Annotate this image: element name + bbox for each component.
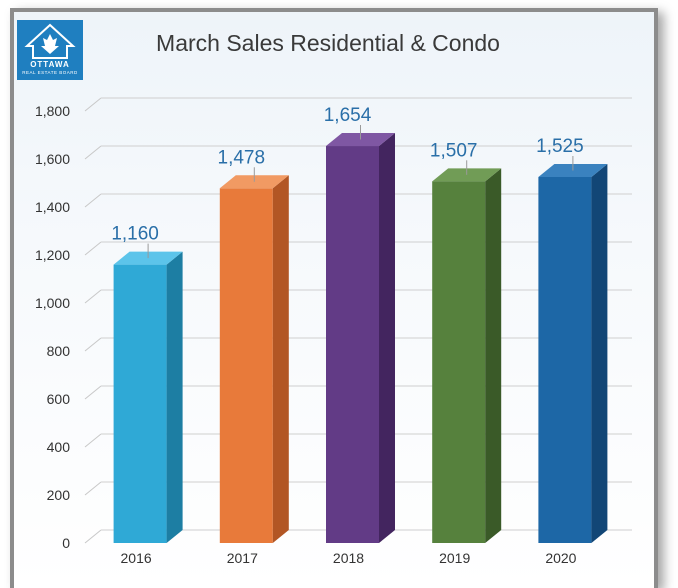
y-tick-label: 1,400 bbox=[35, 199, 70, 215]
y-tick-label: 800 bbox=[47, 343, 71, 359]
bar-front bbox=[538, 177, 592, 543]
gridline-depth-800 bbox=[84, 337, 102, 352]
y-tick-label: 1,600 bbox=[35, 151, 70, 167]
y-tick-label: 0 bbox=[62, 535, 70, 551]
bar-2018: 1,654 bbox=[324, 105, 395, 544]
bar-2020: 1,525 bbox=[536, 136, 608, 543]
gridline-depth-1600 bbox=[84, 145, 102, 160]
house-maple-leaf-icon bbox=[24, 23, 76, 59]
logo-text-board: REAL ESTATE BOARD bbox=[22, 70, 78, 75]
gridline-depth-400 bbox=[84, 433, 102, 448]
data-label: 1,507 bbox=[430, 140, 478, 161]
x-tick-label: 2018 bbox=[333, 550, 364, 566]
gridline-depth-600 bbox=[84, 385, 102, 400]
x-tick-label: 2017 bbox=[227, 550, 258, 566]
gridline-depth-0 bbox=[84, 529, 102, 544]
y-axis: 0 200 400 600 800 1,000 1,200 1,400 1,600 1,800 bbox=[35, 103, 70, 551]
bar-2019: 1,507 bbox=[430, 140, 502, 543]
bar-side bbox=[272, 175, 289, 543]
data-label: 1,160 bbox=[111, 224, 159, 245]
logo-text-ottawa: OTTAWA bbox=[30, 60, 70, 69]
bar-side bbox=[591, 164, 608, 543]
bar-chart: March Sales Residential & Condo 0 200 400 6… bbox=[35, 30, 632, 566]
data-label: 1,525 bbox=[536, 136, 584, 157]
y-tick-label: 600 bbox=[47, 391, 71, 407]
bars: 1,160 1,478 1,654 1,507 1,525 bbox=[111, 105, 608, 544]
bar-2017: 1,478 bbox=[218, 147, 289, 543]
chart-title: March Sales Residential & Condo bbox=[156, 30, 500, 56]
x-tick-label: 2016 bbox=[121, 550, 152, 566]
gridline-depth-1000 bbox=[84, 289, 102, 304]
x-tick-label: 2020 bbox=[545, 550, 576, 566]
bar-2016: 1,160 bbox=[111, 224, 183, 543]
bar-side bbox=[166, 251, 183, 543]
bar-side bbox=[379, 133, 395, 544]
bar-side bbox=[485, 168, 502, 543]
y-tick-label: 1,200 bbox=[35, 247, 70, 263]
bar-front bbox=[326, 146, 379, 544]
gridline-depth-1400 bbox=[84, 193, 102, 208]
y-tick-label: 400 bbox=[47, 439, 71, 455]
ottawa-real-estate-board-logo: OTTAWA REAL ESTATE BOARD bbox=[17, 20, 83, 80]
y-tick-label: 1,000 bbox=[35, 295, 70, 311]
data-label: 1,478 bbox=[218, 147, 266, 168]
gridline-depth-1800 bbox=[84, 97, 102, 112]
bar-front bbox=[113, 264, 167, 543]
gridline-depth-1200 bbox=[84, 241, 102, 256]
y-tick-label: 200 bbox=[47, 487, 71, 503]
bar-front bbox=[432, 181, 486, 543]
x-axis: 2016 2017 2018 2019 2020 bbox=[121, 550, 577, 566]
data-label: 1,654 bbox=[324, 105, 372, 126]
x-tick-label: 2019 bbox=[439, 550, 470, 566]
y-tick-label: 1,800 bbox=[35, 103, 70, 119]
gridline-depth-200 bbox=[84, 481, 102, 496]
bar-front bbox=[219, 188, 273, 543]
